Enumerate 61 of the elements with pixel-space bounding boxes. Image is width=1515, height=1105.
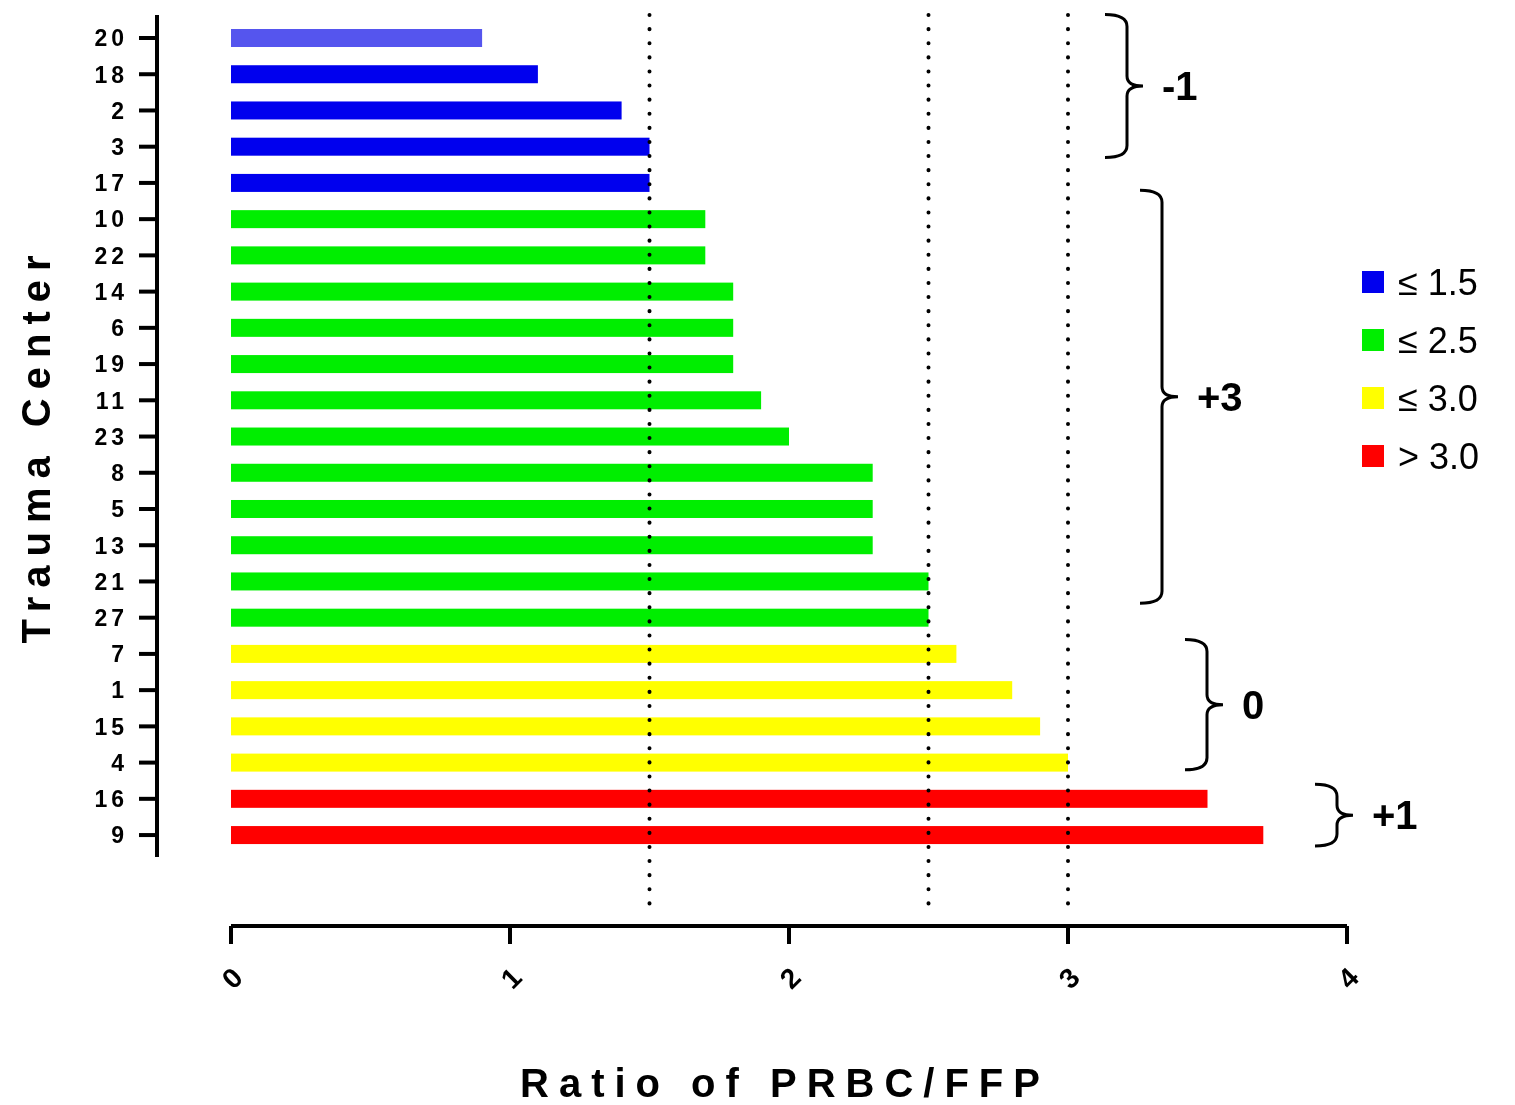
- y-tick-label: 6: [111, 315, 128, 342]
- y-tick-label: 20: [94, 25, 128, 52]
- x-tick-label: 3: [1052, 961, 1086, 995]
- annotation: +3: [1197, 374, 1243, 419]
- bar: [231, 391, 762, 410]
- bar: [231, 499, 873, 518]
- legend-label: > 3.0: [1398, 435, 1480, 477]
- bar: [231, 826, 1264, 845]
- y-tick-label: 15: [94, 713, 128, 740]
- bar: [231, 29, 483, 47]
- annotation: -1: [1162, 64, 1198, 108]
- y-tick-label: 22: [94, 242, 128, 269]
- y-tick-label: 4: [111, 749, 128, 776]
- bar: [231, 681, 1013, 700]
- y-tick-label: 3: [111, 133, 128, 160]
- legend-label: ≤ 1.5: [1398, 261, 1478, 303]
- y-tick-label: 18: [94, 61, 128, 88]
- y-axis-title: Trauma Center: [14, 246, 58, 644]
- bar: [231, 65, 538, 84]
- bar: [231, 789, 1208, 808]
- bar: [231, 101, 622, 120]
- y-tick-label: 16: [94, 786, 128, 813]
- bar: [231, 137, 650, 156]
- bar: [231, 427, 789, 446]
- bar: [231, 318, 734, 337]
- bar: [231, 536, 873, 555]
- y-tick-label: 7: [111, 641, 128, 668]
- bar: [231, 210, 706, 229]
- y-tick-label: 13: [94, 532, 128, 559]
- y-tick-label: 21: [94, 568, 128, 595]
- legend-label: ≤ 2.5: [1398, 319, 1478, 361]
- bar: [231, 463, 873, 482]
- y-tick-label: 10: [94, 206, 128, 233]
- x-tick-label: 1: [494, 961, 528, 995]
- bar: [231, 644, 957, 663]
- y-tick-label: 9: [111, 822, 128, 849]
- y-tick-label: 23: [94, 423, 128, 450]
- bar: [231, 572, 929, 591]
- x-tick-label: 2: [773, 961, 807, 995]
- y-tick-label: 2: [111, 97, 128, 124]
- x-axis-title: Ratio of PRBC/FFP: [520, 1061, 1050, 1105]
- y-tick-label: 14: [94, 278, 128, 305]
- bar: [231, 608, 929, 627]
- y-tick-label: 27: [94, 604, 128, 631]
- legend-label: ≤ 3.0: [1398, 377, 1478, 419]
- x-tick-label: 4: [1331, 961, 1366, 995]
- bar: [231, 355, 734, 374]
- bar: [231, 753, 1068, 772]
- y-tick-label: 19: [94, 351, 128, 378]
- y-tick-label: 17: [94, 170, 128, 197]
- y-tick-label: 5: [111, 496, 128, 523]
- y-tick-label: 11: [95, 387, 128, 414]
- annotation: 0: [1242, 682, 1265, 727]
- text: +1: [1372, 793, 1418, 838]
- y-tick-label: 1: [111, 677, 128, 704]
- bar: [231, 246, 706, 265]
- bar: [231, 717, 1041, 736]
- y-tick-label: 8: [111, 460, 128, 487]
- bar: [231, 282, 734, 301]
- x-tick-label: 0: [215, 961, 249, 995]
- bar: [231, 173, 650, 192]
